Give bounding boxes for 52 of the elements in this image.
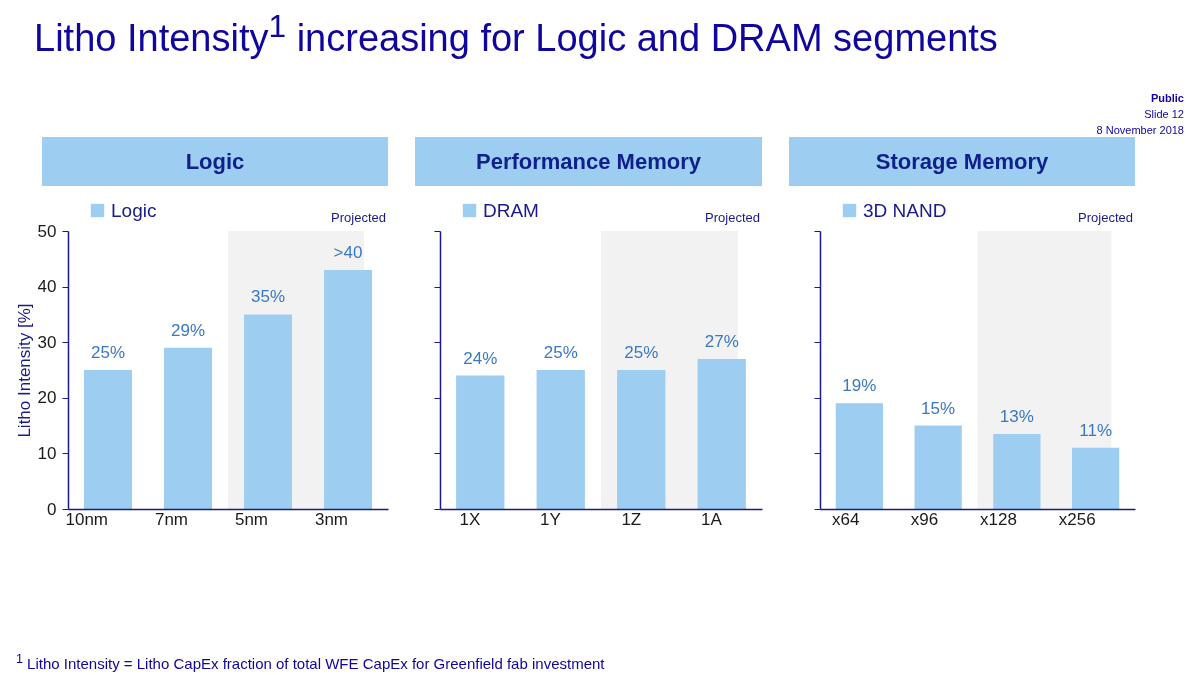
data-label: 25%: [90, 343, 126, 362]
data-label: 27%: [704, 331, 739, 351]
y-tick-label: 50: [37, 221, 57, 241]
text: 8 November 2018: [1096, 124, 1184, 136]
data-label: 19%: [842, 376, 877, 396]
text: $^{1}$ Litho Intensity = Litho CapEx fraction of total WFE CapEx for Greenfield fab investment: [16, 652, 605, 672]
text: Public: [1150, 92, 1184, 104]
x-tick-label: 1A: [700, 509, 723, 529]
x-tick-label: 7nm: [154, 509, 188, 529]
text: Litho Intensity$^{1}$ increasing for Logic and DRAM segments: [34, 8, 998, 60]
x-tick-label: 10nm: [65, 509, 108, 529]
y-tick-label: 20: [37, 388, 57, 408]
data-label: 25%: [543, 343, 578, 362]
x-tick-label: x128: [980, 509, 1017, 529]
y-tick-label: 40: [37, 277, 57, 297]
chart-title: Performance Memory: [415, 137, 762, 186]
bar: [914, 425, 962, 509]
band-label: Projected: [331, 210, 386, 225]
bar: [835, 403, 883, 509]
x-tick-label: 1X: [459, 509, 481, 529]
legend-label: DRAM: [483, 199, 539, 221]
x-tick-label: 5nm: [234, 509, 268, 529]
x-tick-label: x64: [831, 509, 860, 529]
y-tick-label: 30: [37, 332, 57, 352]
y-tick-label: 10: [37, 443, 57, 463]
legend-label: 3D NAND: [863, 199, 947, 221]
x-tick-label: x96: [910, 509, 939, 529]
chart-title: Storage Memory: [789, 137, 1135, 186]
data-label: 15%: [921, 398, 956, 418]
bar: [1072, 447, 1120, 509]
data-label: 35%: [250, 287, 286, 307]
bar: [993, 433, 1041, 509]
data-label: 11%: [1079, 420, 1113, 440]
y-tick-label: 0: [47, 499, 57, 519]
data-label: 25%: [624, 343, 659, 362]
x-tick-label: 1Y: [539, 509, 561, 529]
x-tick-label: x256: [1058, 509, 1096, 529]
data-label: 24%: [463, 348, 498, 368]
legend-label: Logic: [111, 199, 157, 221]
data-label: 13%: [999, 406, 1034, 426]
bar: [84, 370, 132, 509]
text: Slide 12: [1144, 108, 1184, 120]
chart-title: Logic: [42, 137, 388, 186]
y-axis-title: Litho Intensity [%]: [14, 303, 34, 438]
data-label: >40: [333, 242, 363, 262]
bar: [244, 314, 292, 509]
band-label: Projected: [705, 210, 760, 225]
bar: [164, 347, 212, 509]
x-tick-label: 3nm: [314, 509, 348, 529]
x-tick-label: 1Z: [621, 509, 642, 529]
data-label: 29%: [170, 320, 206, 340]
band-label: Projected: [1078, 210, 1133, 225]
